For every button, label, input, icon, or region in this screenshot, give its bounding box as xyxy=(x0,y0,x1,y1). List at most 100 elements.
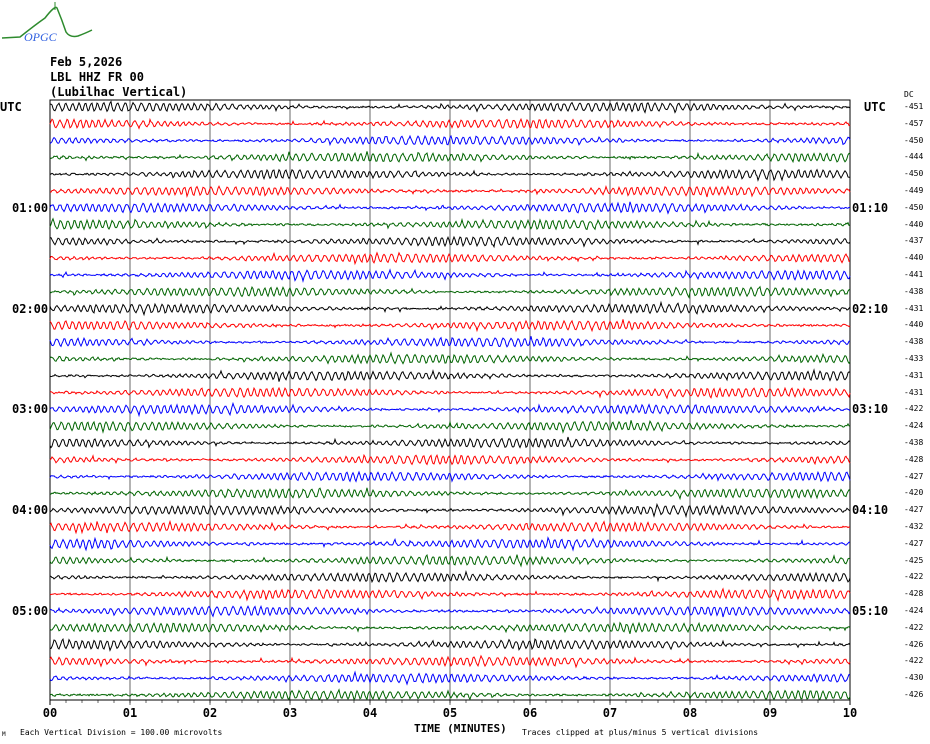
dc-offset-value: -422 xyxy=(904,404,924,414)
seismic-trace xyxy=(49,235,851,249)
seismic-trace xyxy=(49,201,851,215)
seismic-trace xyxy=(49,386,851,400)
seismic-trace xyxy=(49,554,851,568)
seismic-trace xyxy=(49,502,851,519)
dc-offset-value: -426 xyxy=(904,690,924,699)
x-tick-label: 05 xyxy=(443,706,457,720)
seismic-trace xyxy=(49,688,851,701)
x-tick-label: 08 xyxy=(683,706,697,720)
seismic-trace xyxy=(50,184,851,198)
seismic-trace xyxy=(49,654,851,669)
scale-note: Each Vertical Division = 100.00 microvol… xyxy=(20,728,223,737)
seismic-trace xyxy=(49,436,851,449)
left-hour-label: 04:00 xyxy=(12,503,49,518)
left-hour-label: 03:00 xyxy=(12,402,49,417)
seismic-trace xyxy=(49,134,851,147)
left-utc-label: UTC xyxy=(0,100,22,114)
station-label: LBL HHZ FR 00 xyxy=(50,70,144,84)
dc-offset-value: -427 xyxy=(904,471,924,481)
seismic-trace xyxy=(49,300,851,317)
dc-offset-value: -426 xyxy=(904,639,924,649)
dc-offset-value: -422 xyxy=(904,572,924,582)
seismic-trace xyxy=(49,487,851,501)
dc-offset-value: -438 xyxy=(904,286,924,296)
seismic-trace xyxy=(49,453,851,466)
x-tick-label: 04 xyxy=(363,706,377,720)
seismic-trace xyxy=(49,251,851,266)
seismic-trace xyxy=(49,604,851,618)
corner-mark: M xyxy=(2,731,6,738)
seismic-trace xyxy=(49,638,851,652)
seismic-trace xyxy=(49,368,851,382)
right-hour-label: 04:10 xyxy=(852,503,889,518)
opgc-logo: OPGC xyxy=(1,2,93,44)
dc-offset-value: -428 xyxy=(904,454,924,464)
dc-offset-value: -438 xyxy=(904,337,924,347)
seismic-trace xyxy=(49,587,851,602)
x-tick-label: 03 xyxy=(283,706,297,720)
svg-text:OPGC: OPGC xyxy=(24,30,58,44)
x-tick-label: 06 xyxy=(523,706,537,720)
seismic-trace xyxy=(49,401,851,418)
seismic-trace xyxy=(49,285,851,299)
seismic-trace xyxy=(49,217,851,231)
dc-label: DC xyxy=(904,90,914,99)
seismic-trace xyxy=(49,319,851,333)
seismic-trace xyxy=(49,621,851,634)
dc-offset-value: -431 xyxy=(904,370,924,380)
dc-offset-value: -422 xyxy=(904,656,924,666)
x-axis-label: TIME (MINUTES) xyxy=(414,722,507,735)
right-hour-label: 01:10 xyxy=(852,200,889,215)
x-tick-label: 07 xyxy=(603,706,617,720)
location-label: (Lubilhac Vertical) xyxy=(50,85,188,99)
dc-offset-value: -450 xyxy=(904,202,924,212)
right-hour-label: 03:10 xyxy=(852,402,889,417)
dc-offset-value: -425 xyxy=(904,555,924,565)
dc-offset-value: -431 xyxy=(904,303,924,313)
x-tick-label: 09 xyxy=(763,706,777,720)
dc-offset-value: -433 xyxy=(904,354,924,363)
seismic-trace xyxy=(49,117,851,130)
dc-offset-value: -430 xyxy=(904,673,924,683)
left-hour-label: 01:00 xyxy=(12,200,49,215)
seismic-trace xyxy=(49,536,851,552)
dc-offset-value: -422 xyxy=(904,622,924,632)
right-hour-label: 02:10 xyxy=(852,301,889,316)
x-tick-label: 01 xyxy=(123,706,137,720)
dc-offset-value: -457 xyxy=(904,118,924,128)
dc-offset-value: -450 xyxy=(904,135,924,145)
dc-offset-value: -427 xyxy=(904,538,924,548)
x-tick-label: 10 xyxy=(843,706,857,720)
dc-offset-value: -438 xyxy=(904,438,924,447)
dc-offset-value: -441 xyxy=(904,270,924,279)
dc-offset-value: -431 xyxy=(904,387,924,397)
seismic-trace xyxy=(49,268,851,283)
dc-offset-value: -428 xyxy=(904,589,924,599)
clip-note: Traces clipped at plus/minus 5 vertical … xyxy=(522,728,759,737)
x-tick-label: 02 xyxy=(203,706,217,720)
seismic-trace xyxy=(49,569,851,584)
date-label: Feb 5,2026 xyxy=(50,55,123,69)
x-tick-label: 00 xyxy=(43,706,57,720)
seismic-trace xyxy=(49,151,851,164)
seismic-trace xyxy=(49,351,851,365)
seismic-trace xyxy=(49,100,851,114)
dc-offset-value: -424 xyxy=(904,421,924,431)
seismic-trace xyxy=(49,336,851,348)
dc-offset-value: -440 xyxy=(904,253,924,263)
seismic-trace xyxy=(49,419,851,434)
seismic-trace xyxy=(49,519,851,535)
dc-offset-value: -420 xyxy=(904,488,924,498)
dc-offset-value: -451 xyxy=(904,102,924,111)
dc-offset-value: -424 xyxy=(904,606,924,615)
right-utc-label: UTC xyxy=(864,100,886,114)
seismic-trace xyxy=(49,168,850,182)
right-hour-label: 05:10 xyxy=(852,604,889,618)
dc-offset-value: -427 xyxy=(904,505,924,515)
left-hour-label: 02:00 xyxy=(12,301,49,316)
dc-offset-value: -449 xyxy=(904,186,924,195)
dc-offset-value: -432 xyxy=(904,522,924,531)
dc-offset-value: -440 xyxy=(904,320,924,330)
seismic-trace xyxy=(49,470,851,483)
